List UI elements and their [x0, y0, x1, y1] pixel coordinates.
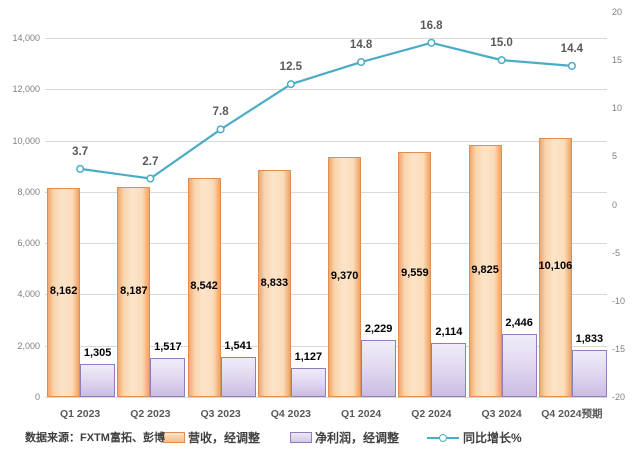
left-axis-tick-label: 12,000	[12, 84, 40, 95]
line-marker-icon	[427, 432, 459, 444]
revenue-bar	[187, 177, 221, 397]
left-axis-tick-label: 4,000	[17, 289, 40, 300]
gridline	[45, 38, 607, 39]
yoy-growth-marker	[427, 38, 436, 47]
yoy-growth-marker	[146, 174, 155, 183]
yoy-growth-value-label: 3.7	[72, 145, 89, 158]
right-axis-tick-label: -5	[612, 247, 621, 258]
yoy-growth-value-label: 14.4	[560, 42, 584, 55]
net-profit-bar	[150, 358, 186, 397]
revenue-bar	[47, 187, 81, 397]
net-profit-bar	[290, 368, 326, 397]
category-label: Q3 2023	[200, 408, 241, 420]
right-axis-tick-label: -15	[612, 343, 626, 354]
left-axis-tick-label: 2,000	[17, 340, 40, 351]
yoy-growth-marker	[497, 56, 506, 65]
net-profit-bar-value-label: 2,229	[364, 322, 393, 335]
net-profit-bar	[220, 357, 256, 397]
net-profit-bar-value-label: 1,833	[575, 332, 604, 345]
net-profit-bar	[571, 349, 607, 397]
legend-label-revenue: 营收，经调整	[188, 431, 261, 445]
yoy-growth-marker	[357, 58, 366, 67]
net-profit-bar-value-label: 1,541	[224, 340, 252, 353]
legend-item-net-profit: 净利润，经调整	[290, 429, 399, 446]
revenue-bar-value-label: 8,187	[120, 285, 148, 298]
gridline	[45, 294, 607, 296]
line-symbol-marker	[439, 433, 447, 442]
net-profit-bar	[80, 363, 116, 397]
net-profit-bar-value-label: 1,305	[83, 346, 112, 359]
category-label: Q1 2024	[340, 408, 382, 420]
right-axis-tick-label: 10	[612, 103, 623, 114]
gridline	[45, 345, 607, 347]
revenue-bar-value-label: 9,559	[401, 267, 429, 280]
revenue-bar-value-label: 8,162	[49, 285, 78, 298]
yoy-growth-marker	[216, 125, 225, 134]
yoy-growth-marker	[286, 80, 295, 89]
left-axis-tick-label: 14,000	[12, 33, 40, 43]
net-profit-bar	[361, 339, 397, 397]
yoy-growth-marker	[567, 61, 576, 70]
net-profit-bar	[431, 342, 467, 397]
left-axis-tick-label: 8,000	[17, 186, 40, 197]
legend-item-revenue: 营收，经调整	[163, 429, 260, 446]
gridline	[45, 191, 607, 193]
right-axis-tick-label: 0	[612, 199, 618, 210]
yoy-growth-value-label: 12.5	[279, 61, 303, 74]
revenue-bar-value-label: 8,542	[190, 280, 218, 293]
category-label: Q2 2023	[130, 408, 171, 420]
right-axis-tick-label: -20	[612, 392, 626, 402]
gridline	[45, 243, 607, 245]
net-profit-bar-value-label: 1,517	[154, 341, 182, 354]
revenue-bar-value-label: 8,833	[260, 276, 289, 289]
yoy-growth-value-label: 2.7	[142, 155, 159, 168]
net-profit-bar-value-label: 2,114	[435, 325, 463, 338]
gridline	[45, 140, 607, 142]
legend-label-net-profit: 净利润，经调整	[315, 431, 400, 445]
right-axis-tick-label: 5	[612, 151, 618, 162]
legend-label-yoy-growth: 同比增长%	[463, 431, 522, 445]
revenue-bar-value-label: 9,370	[330, 269, 359, 282]
category-label: Q1 2023	[59, 408, 101, 420]
category-label: Q3 2024	[481, 408, 522, 420]
gridline	[45, 397, 607, 398]
yoy-growth-marker	[76, 164, 85, 173]
net-profit-bar-value-label: 1,127	[294, 351, 323, 364]
legend-item-yoy-growth: 同比增长%	[427, 429, 522, 446]
gridline	[45, 89, 607, 91]
yoy-growth-value-label: 16.8	[420, 19, 443, 32]
left-axis-tick-label: 10,000	[12, 135, 40, 146]
revenue-bar	[117, 187, 151, 397]
net-profit-swatch-icon	[290, 432, 312, 443]
revenue-bar	[538, 137, 572, 397]
revenue-bar	[398, 151, 432, 397]
left-axis-tick-label: 0	[34, 392, 40, 402]
revenue-swatch-icon	[163, 432, 185, 443]
yoy-growth-value-label: 15.0	[490, 37, 513, 50]
category-label: Q4 2023	[270, 408, 312, 420]
net-profit-bar	[501, 334, 537, 397]
right-axis-tick-label: -10	[612, 295, 626, 306]
left-axis-tick-label: 6,000	[17, 238, 40, 249]
right-axis-tick-label: 20	[612, 7, 623, 17]
data-source-note: 数据来源：FXTM富拓、彭博	[25, 432, 165, 444]
yoy-growth-value-label: 14.8	[349, 39, 373, 52]
category-label: Q4 2024预期	[541, 408, 603, 420]
revenue-bar-value-label: 9,825	[471, 264, 499, 277]
net-profit-bar-value-label: 2,446	[505, 317, 533, 330]
category-label: Q2 2024	[411, 408, 452, 420]
revenue-bar-value-label: 10,106	[538, 260, 573, 273]
yoy-growth-value-label: 7.8	[212, 106, 229, 119]
right-axis-tick-label: 15	[612, 55, 623, 66]
